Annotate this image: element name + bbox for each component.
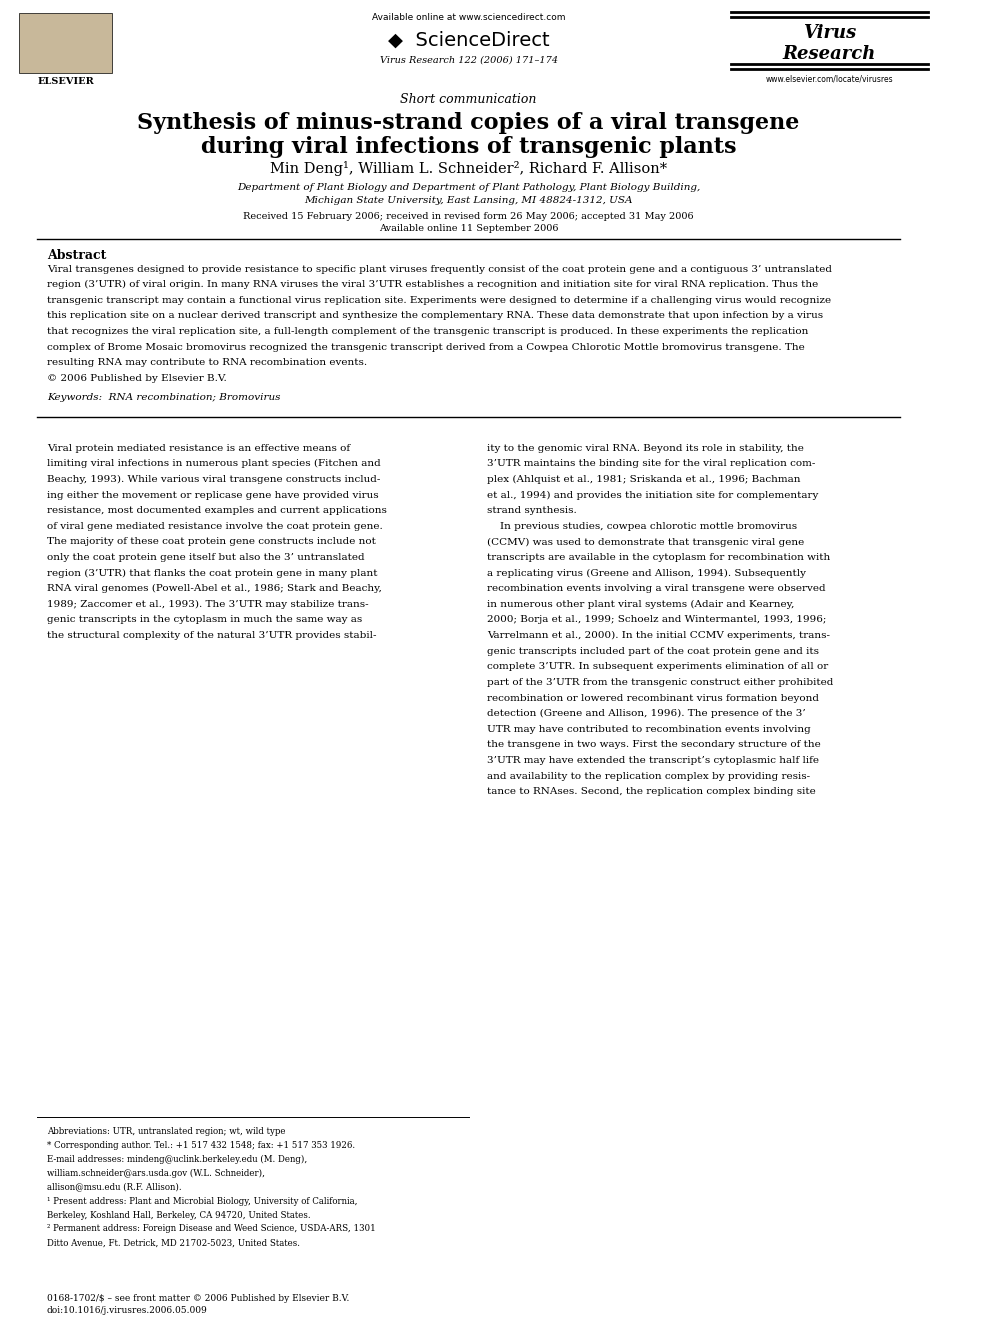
Text: UTR may have contributed to recombination events involving: UTR may have contributed to recombinatio… [487,725,811,734]
Text: Keywords:  RNA recombination; Bromovirus: Keywords: RNA recombination; Bromovirus [47,393,281,402]
Text: limiting viral infections in numerous plant species (Fitchen and: limiting viral infections in numerous pl… [47,459,381,468]
Text: complex of Brome Mosaic bromovirus recognized the transgenic transcript derived : complex of Brome Mosaic bromovirus recog… [47,343,805,352]
Text: only the coat protein gene itself but also the 3’ untranslated: only the coat protein gene itself but al… [47,553,364,562]
Text: In previous studies, cowpea chlorotic mottle bromovirus: In previous studies, cowpea chlorotic mo… [487,521,798,531]
Text: ity to the genomic viral RNA. Beyond its role in stability, the: ity to the genomic viral RNA. Beyond its… [487,443,805,452]
Text: the transgene in two ways. First the secondary structure of the: the transgene in two ways. First the sec… [487,741,821,749]
Text: Research: Research [783,45,876,64]
Text: 1989; Zaccomer et al., 1993). The 3’UTR may stabilize trans-: 1989; Zaccomer et al., 1993). The 3’UTR … [47,599,368,609]
Text: complete 3’UTR. In subsequent experiments elimination of all or: complete 3’UTR. In subsequent experiment… [487,663,828,671]
Bar [19,13,112,73]
Text: ¹ Present address: Plant and Microbial Biology, University of California,: ¹ Present address: Plant and Microbial B… [47,1196,357,1205]
Text: detection (Greene and Allison, 1996). The presence of the 3’: detection (Greene and Allison, 1996). Th… [487,709,806,718]
Text: resistance, most documented examples and current applications: resistance, most documented examples and… [47,507,387,515]
Text: 3’UTR may have extended the transcript’s cytoplasmic half life: 3’UTR may have extended the transcript’s… [487,755,819,765]
Text: plex (Ahlquist et al., 1981; Sriskanda et al., 1996; Bachman: plex (Ahlquist et al., 1981; Sriskanda e… [487,475,801,484]
Text: the structural complexity of the natural 3’UTR provides stabil-: the structural complexity of the natural… [47,631,376,640]
Text: doi:10.1016/j.virusres.2006.05.009: doi:10.1016/j.virusres.2006.05.009 [47,1306,207,1315]
Text: Virus: Virus [803,24,856,42]
Text: allison@msu.edu (R.F. Allison).: allison@msu.edu (R.F. Allison). [47,1183,182,1192]
Text: Michigan State University, East Lansing, MI 48824-1312, USA: Michigan State University, East Lansing,… [305,196,633,205]
Text: Berkeley, Koshland Hall, Berkeley, CA 94720, United States.: Berkeley, Koshland Hall, Berkeley, CA 94… [47,1211,310,1220]
Text: that recognizes the viral replication site, a full-length complement of the tran: that recognizes the viral replication si… [47,327,808,336]
Text: tance to RNAses. Second, the replication complex binding site: tance to RNAses. Second, the replication… [487,787,816,796]
Text: Viral transgenes designed to provide resistance to specific plant viruses freque: Viral transgenes designed to provide res… [47,265,832,274]
Text: recombination events involving a viral transgene were observed: recombination events involving a viral t… [487,585,826,593]
Text: www.elsevier.com/locate/virusres: www.elsevier.com/locate/virusres [766,74,894,83]
Text: 2000; Borja et al., 1999; Schoelz and Wintermantel, 1993, 1996;: 2000; Borja et al., 1999; Schoelz and Wi… [487,615,826,624]
Text: Abbreviations: UTR, untranslated region; wt, wild type: Abbreviations: UTR, untranslated region;… [47,1127,286,1136]
Text: Abstract: Abstract [47,249,106,262]
Text: Short communication: Short communication [401,93,537,106]
Text: this replication site on a nuclear derived transcript and synthesize the complem: this replication site on a nuclear deriv… [47,311,823,320]
Text: The majority of these coat protein gene constructs include not: The majority of these coat protein gene … [47,537,376,546]
Text: ◆  ScienceDirect: ◆ ScienceDirect [388,30,550,49]
Text: part of the 3’UTR from the transgenic construct either prohibited: part of the 3’UTR from the transgenic co… [487,677,834,687]
Text: transgenic transcript may contain a functional virus replication site. Experimen: transgenic transcript may contain a func… [47,296,831,304]
Text: strand synthesis.: strand synthesis. [487,507,577,515]
Text: © 2006 Published by Elsevier B.V.: © 2006 Published by Elsevier B.V. [47,374,226,382]
Text: transcripts are available in the cytoplasm for recombination with: transcripts are available in the cytopla… [487,553,830,562]
Text: 0168-1702/$ – see front matter © 2006 Published by Elsevier B.V.: 0168-1702/$ – see front matter © 2006 Pu… [47,1294,349,1303]
Text: Synthesis of minus-strand copies of a viral transgene: Synthesis of minus-strand copies of a vi… [138,112,800,135]
Text: and availability to the replication complex by providing resis-: and availability to the replication comp… [487,771,810,781]
Text: region (3’UTR) of viral origin. In many RNA viruses the viral 3’UTR establishes : region (3’UTR) of viral origin. In many … [47,280,818,290]
Text: Virus Research 122 (2006) 171–174: Virus Research 122 (2006) 171–174 [380,56,558,65]
Text: 3’UTR maintains the binding site for the viral replication com-: 3’UTR maintains the binding site for the… [487,459,815,468]
Text: in numerous other plant viral systems (Adair and Kearney,: in numerous other plant viral systems (A… [487,599,795,609]
Text: of viral gene mediated resistance involve the coat protein gene.: of viral gene mediated resistance involv… [47,521,383,531]
Text: et al., 1994) and provides the initiation site for complementary: et al., 1994) and provides the initiatio… [487,491,818,500]
Text: (CCMV) was used to demonstrate that transgenic viral gene: (CCMV) was used to demonstrate that tran… [487,537,805,546]
Text: resulting RNA may contribute to RNA recombination events.: resulting RNA may contribute to RNA reco… [47,359,367,368]
Text: genic transcripts in the cytoplasm in much the same way as: genic transcripts in the cytoplasm in mu… [47,615,362,624]
Text: genic transcripts included part of the coat protein gene and its: genic transcripts included part of the c… [487,647,819,656]
Text: Beachy, 1993). While various viral transgene constructs includ-: Beachy, 1993). While various viral trans… [47,475,380,484]
Text: region (3’UTR) that flanks the coat protein gene in many plant: region (3’UTR) that flanks the coat prot… [47,569,377,578]
Text: ² Permanent address: Foreign Disease and Weed Science, USDA-ARS, 1301: ² Permanent address: Foreign Disease and… [47,1225,376,1233]
Text: E-mail addresses: mindeng@uclink.berkeley.edu (M. Deng),: E-mail addresses: mindeng@uclink.berkele… [47,1155,308,1164]
Text: a replicating virus (Greene and Allison, 1994). Subsequently: a replicating virus (Greene and Allison,… [487,569,806,578]
Text: ELSEVIER: ELSEVIER [38,77,94,86]
Text: recombination or lowered recombinant virus formation beyond: recombination or lowered recombinant vir… [487,693,819,703]
Text: Available online at www.sciencedirect.com: Available online at www.sciencedirect.co… [372,13,565,22]
Text: ing either the movement or replicase gene have provided virus: ing either the movement or replicase gen… [47,491,379,500]
Text: during viral infections of transgenic plants: during viral infections of transgenic pl… [201,136,736,159]
Text: Ditto Avenue, Ft. Detrick, MD 21702-5023, United States.: Ditto Avenue, Ft. Detrick, MD 21702-5023… [47,1238,300,1248]
Text: Department of Plant Biology and Department of Plant Pathology, Plant Biology Bui: Department of Plant Biology and Departme… [237,183,700,192]
Text: Min Deng¹, William L. Schneider², Richard F. Allison*: Min Deng¹, William L. Schneider², Richar… [270,161,668,176]
Text: RNA viral genomes (Powell-Abel et al., 1986; Stark and Beachy,: RNA viral genomes (Powell-Abel et al., 1… [47,585,382,593]
Text: * Corresponding author. Tel.: +1 517 432 1548; fax: +1 517 353 1926.: * Corresponding author. Tel.: +1 517 432… [47,1140,355,1150]
Text: william.schneider@ars.usda.gov (W.L. Schneider),: william.schneider@ars.usda.gov (W.L. Sch… [47,1170,265,1177]
Text: Received 15 February 2006; received in revised form 26 May 2006; accepted 31 May: Received 15 February 2006; received in r… [243,212,694,221]
Text: Viral protein mediated resistance is an effective means of: Viral protein mediated resistance is an … [47,443,350,452]
Text: Available online 11 September 2006: Available online 11 September 2006 [379,224,558,233]
Text: Varrelmann et al., 2000). In the initial CCMV experiments, trans-: Varrelmann et al., 2000). In the initial… [487,631,830,640]
